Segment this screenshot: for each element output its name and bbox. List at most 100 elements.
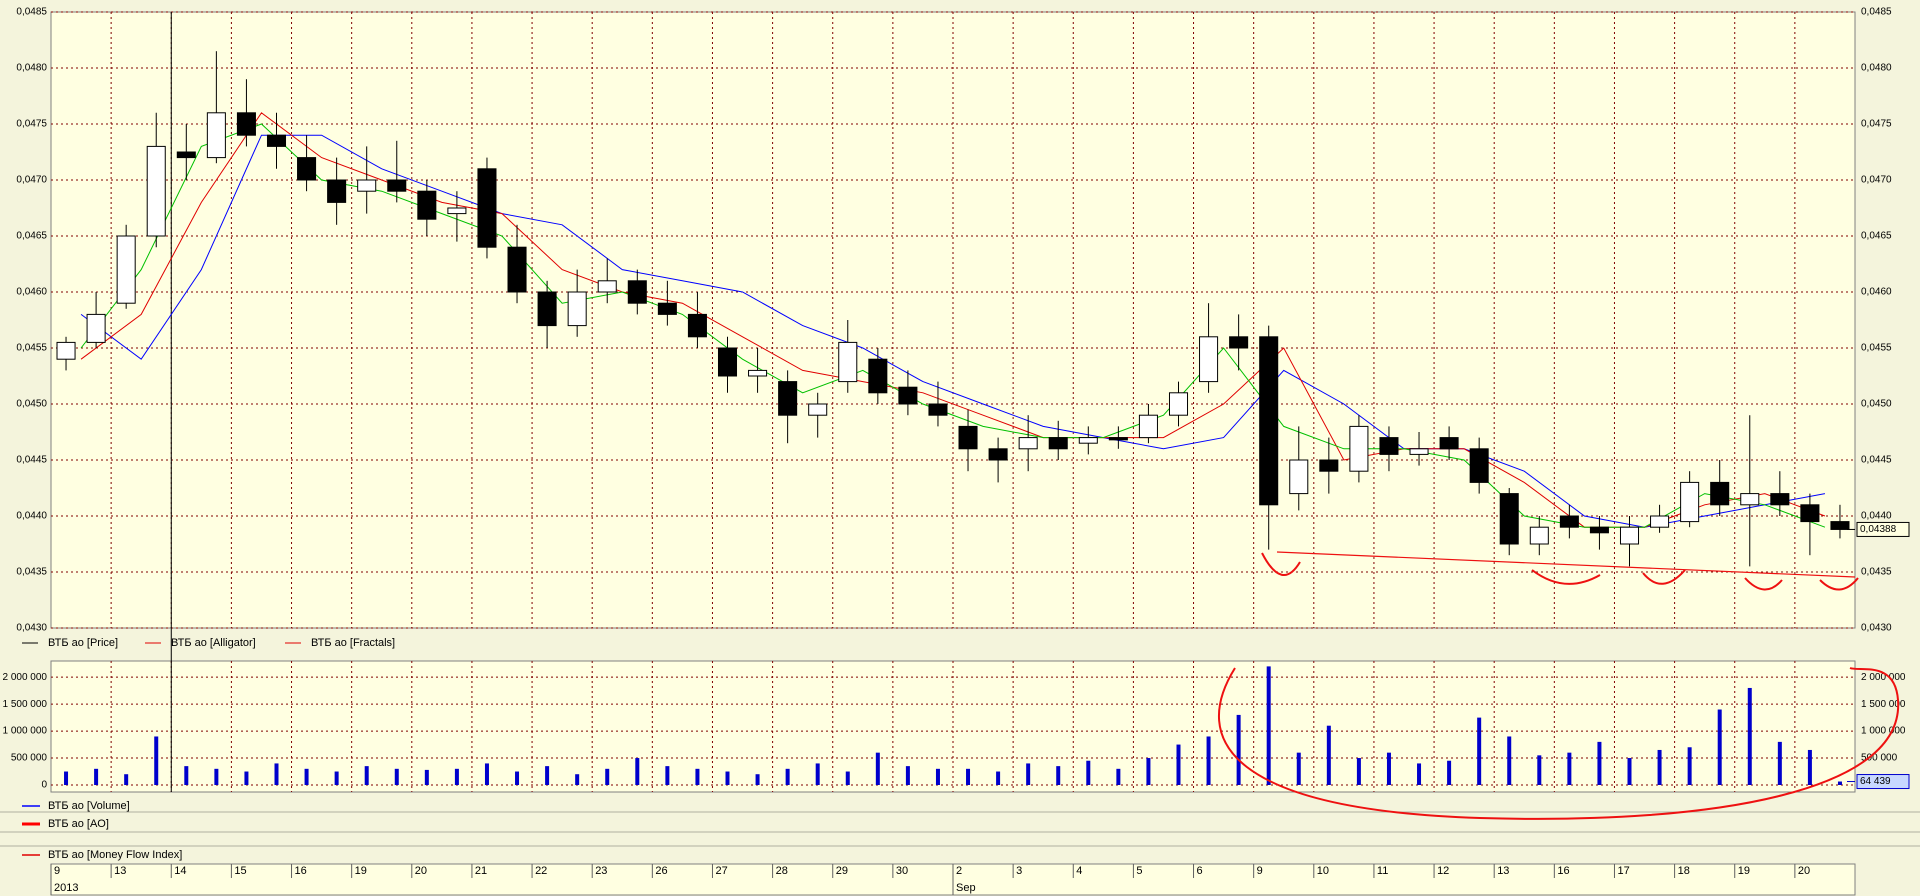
date-label: 9 bbox=[54, 865, 60, 877]
volume-bar bbox=[454, 768, 459, 785]
candle-body bbox=[387, 179, 407, 192]
v-tick-label: 2 000 000 bbox=[3, 672, 48, 683]
volume-bar bbox=[785, 768, 790, 785]
volume-bar bbox=[755, 774, 760, 785]
date-label: 15 bbox=[234, 865, 246, 877]
candle-body bbox=[1619, 526, 1640, 545]
annotation bbox=[1218, 551, 1900, 820]
legend-label: ВТБ ао [Price] bbox=[48, 637, 118, 649]
y-tick-label: 0,0465 bbox=[16, 231, 47, 242]
volume-bar bbox=[1747, 687, 1752, 785]
y-tick-label-right: 0,0455 bbox=[1861, 343, 1892, 354]
v-tick-label: 1 500 000 bbox=[3, 699, 48, 710]
candle-body bbox=[1529, 526, 1549, 545]
alligator-line bbox=[80, 112, 1826, 528]
date-label: 30 bbox=[896, 865, 908, 877]
candle-body bbox=[1048, 437, 1068, 450]
candle-body bbox=[717, 347, 738, 377]
candle-body bbox=[1589, 526, 1609, 534]
volume-bar bbox=[605, 768, 610, 785]
volume-bar bbox=[424, 769, 429, 785]
y-tick-label-right: 0,0440 bbox=[1861, 511, 1892, 522]
volume-bar bbox=[1386, 752, 1391, 785]
v-tick-label-right: 1 000 000 bbox=[1861, 726, 1906, 737]
volume-bar bbox=[1326, 725, 1331, 785]
date-label: 14 bbox=[174, 865, 186, 877]
candle-body bbox=[266, 134, 287, 147]
candle-body bbox=[778, 381, 798, 416]
last-price-box bbox=[1856, 521, 1910, 537]
candle-body bbox=[1710, 481, 1730, 506]
date-label: 11 bbox=[1377, 865, 1388, 877]
y-tick-label: 0,0460 bbox=[16, 287, 47, 298]
candle-body bbox=[537, 291, 557, 327]
y-tick-label: 0,0450 bbox=[16, 399, 47, 410]
volume-bar bbox=[304, 768, 309, 785]
y-tick-label: 0,0435 bbox=[16, 567, 47, 578]
candle-body bbox=[898, 386, 918, 405]
candle-body bbox=[1078, 437, 1098, 444]
candle-body bbox=[1138, 414, 1158, 439]
candle-body bbox=[447, 207, 467, 215]
candle-body bbox=[417, 190, 437, 220]
y-tick-label-right: 0,0465 bbox=[1861, 231, 1892, 242]
candle-body bbox=[1800, 504, 1820, 523]
candle-body bbox=[86, 313, 106, 343]
volume-bar bbox=[935, 768, 940, 785]
candle-body bbox=[1289, 459, 1309, 495]
date-label: 9 bbox=[1257, 865, 1263, 877]
y-tick-label-right: 0,0470 bbox=[1861, 175, 1892, 186]
legend-label: ВТБ ао [Volume] bbox=[48, 800, 130, 812]
candle-body bbox=[1469, 448, 1489, 483]
volume-bar bbox=[1777, 741, 1782, 785]
y-tick-label: 0,0440 bbox=[16, 511, 47, 522]
date-label: 12 bbox=[1437, 865, 1449, 877]
candle-body bbox=[1349, 425, 1369, 472]
volume-bar bbox=[1627, 758, 1632, 785]
candle-body bbox=[297, 157, 317, 181]
volume-bar bbox=[1176, 744, 1181, 785]
volume-bar bbox=[64, 771, 69, 785]
y-tick-label-right: 0,0430 bbox=[1861, 623, 1892, 634]
volume-bar bbox=[545, 766, 550, 785]
candle-body bbox=[236, 112, 256, 136]
volume-bar bbox=[1146, 758, 1151, 785]
date-label: 18 bbox=[1678, 865, 1690, 877]
date-label: 13 bbox=[1497, 865, 1509, 877]
volume-bar bbox=[484, 763, 489, 785]
candle-body bbox=[1229, 336, 1249, 349]
date-label: 23 bbox=[595, 865, 607, 877]
date-label: 29 bbox=[836, 865, 848, 877]
legend-label: ВТБ ао [Fractals] bbox=[311, 637, 395, 649]
volume-bar bbox=[1717, 709, 1722, 785]
candle-body bbox=[567, 291, 587, 327]
candle-body bbox=[958, 425, 978, 450]
volume-bar bbox=[815, 763, 820, 785]
candle-body bbox=[357, 179, 377, 192]
y-tick-label: 0,0470 bbox=[16, 175, 47, 186]
last-volume-box bbox=[1856, 774, 1910, 790]
candle-body bbox=[988, 448, 1008, 461]
y-tick-label: 0,0480 bbox=[16, 63, 47, 74]
volume-bar bbox=[124, 774, 129, 785]
volume-bar bbox=[364, 766, 369, 785]
volume-bar bbox=[1597, 741, 1602, 785]
candle-body bbox=[146, 145, 166, 237]
date-label: 20 bbox=[415, 865, 427, 877]
date-label: 16 bbox=[1557, 865, 1569, 877]
legend-label: ВТБ ао [Money Flow Index] bbox=[48, 849, 182, 861]
candle-body bbox=[507, 246, 527, 293]
candle-body bbox=[838, 341, 858, 383]
y-tick-label: 0,0455 bbox=[16, 343, 47, 354]
y-tick-label-right: 0,0445 bbox=[1861, 455, 1892, 466]
candle-body bbox=[56, 341, 76, 360]
date-label: 28 bbox=[776, 865, 788, 877]
volume-bar bbox=[1356, 758, 1361, 785]
volume-bar bbox=[996, 771, 1001, 785]
date-label: 21 bbox=[475, 865, 487, 877]
volume-bar bbox=[635, 758, 640, 785]
volume-bar bbox=[1236, 714, 1241, 785]
date-label: 3 bbox=[1016, 865, 1022, 877]
